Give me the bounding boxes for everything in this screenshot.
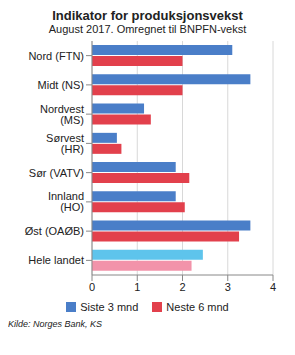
svg-text:Innland(HO): Innland(HO) (48, 190, 84, 213)
svg-text:1: 1 (134, 281, 140, 293)
svg-text:Nordvest(MS): Nordvest(MS) (40, 103, 84, 126)
svg-text:3: 3 (225, 281, 231, 293)
svg-text:Midt (NS): Midt (NS) (38, 79, 84, 91)
html-text:Siste 3 mnd: Siste 3 mnd (80, 301, 139, 313)
svg-text:Sørvest(HR): Sørvest(HR) (46, 132, 84, 155)
svg-text:Øst (OAØB): Øst (OAØB) (25, 225, 84, 237)
svg-text:2: 2 (179, 281, 185, 293)
svg-text:4: 4 (270, 281, 276, 293)
html-text:Neste 6 mnd: Neste 6 mnd (166, 301, 229, 313)
html-text:August 2017. Omregnet til BNPF: August 2017. Omregnet til BNPFN-vekst (48, 23, 247, 35)
svg-text:Sør (VATV): Sør (VATV) (29, 167, 84, 179)
html-text:Indikator for produksjonsvekst: Indikator for produksjonsvekst (52, 8, 243, 23)
html-text:Kilde: Norges Bank, KS: Kilde: Norges Bank, KS (8, 319, 103, 329)
svg-text:Hele landet: Hele landet (28, 254, 84, 266)
svg-text:0: 0 (89, 281, 95, 293)
svg-text:Nord (FTN): Nord (FTN) (28, 50, 84, 62)
